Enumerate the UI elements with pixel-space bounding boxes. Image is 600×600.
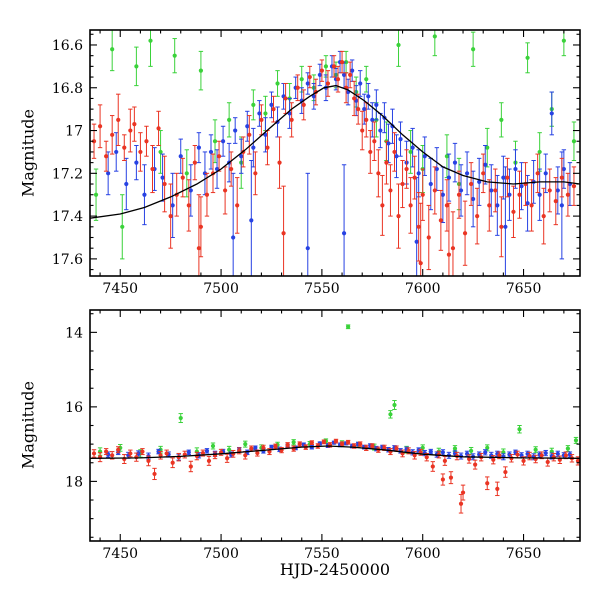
svg-text:7450: 7450 xyxy=(102,546,138,562)
svg-text:14: 14 xyxy=(65,325,83,341)
y-axis-label-bottom: Magnitude xyxy=(18,380,38,470)
svg-text:7550: 7550 xyxy=(304,281,340,297)
panel-top-data xyxy=(90,30,580,276)
svg-text:7550: 7550 xyxy=(304,546,340,562)
series-green xyxy=(97,324,579,458)
svg-text:7650: 7650 xyxy=(506,546,542,562)
svg-text:7600: 7600 xyxy=(405,281,441,297)
axis-ticks xyxy=(90,310,580,541)
tick-labels: 7450 7500 7550 7600 7650 16.6 16.8 17 17.2 17.4 17… xyxy=(52,38,542,297)
series-red xyxy=(91,438,580,514)
model-curve xyxy=(90,84,580,219)
x-axis-label: HJD-2450000 xyxy=(279,560,391,579)
series-green xyxy=(93,30,577,260)
svg-text:17.4: 17.4 xyxy=(52,209,83,225)
svg-text:16.8: 16.8 xyxy=(52,81,83,97)
svg-text:16: 16 xyxy=(65,400,83,416)
svg-text:17: 17 xyxy=(65,124,83,140)
svg-text:7450: 7450 xyxy=(102,281,138,297)
y-axis-label-top: Magnitude xyxy=(18,108,38,198)
svg-text:7500: 7500 xyxy=(203,281,239,297)
panel-bottom-data xyxy=(90,324,580,514)
svg-text:17.6: 17.6 xyxy=(52,252,83,268)
svg-text:7600: 7600 xyxy=(405,546,441,562)
svg-text:18: 18 xyxy=(65,474,83,490)
tick-labels: 7450 7500 7550 7600 7650 14 16 18 xyxy=(65,325,541,562)
svg-text:17.2: 17.2 xyxy=(52,166,83,182)
panel-frame xyxy=(89,29,581,277)
model-curve xyxy=(90,445,580,459)
svg-text:7650: 7650 xyxy=(506,281,542,297)
svg-text:16.6: 16.6 xyxy=(52,38,83,54)
panel-frame xyxy=(89,309,581,542)
series-red xyxy=(91,50,577,276)
axis-ticks xyxy=(90,30,580,276)
svg-text:7500: 7500 xyxy=(203,546,239,562)
